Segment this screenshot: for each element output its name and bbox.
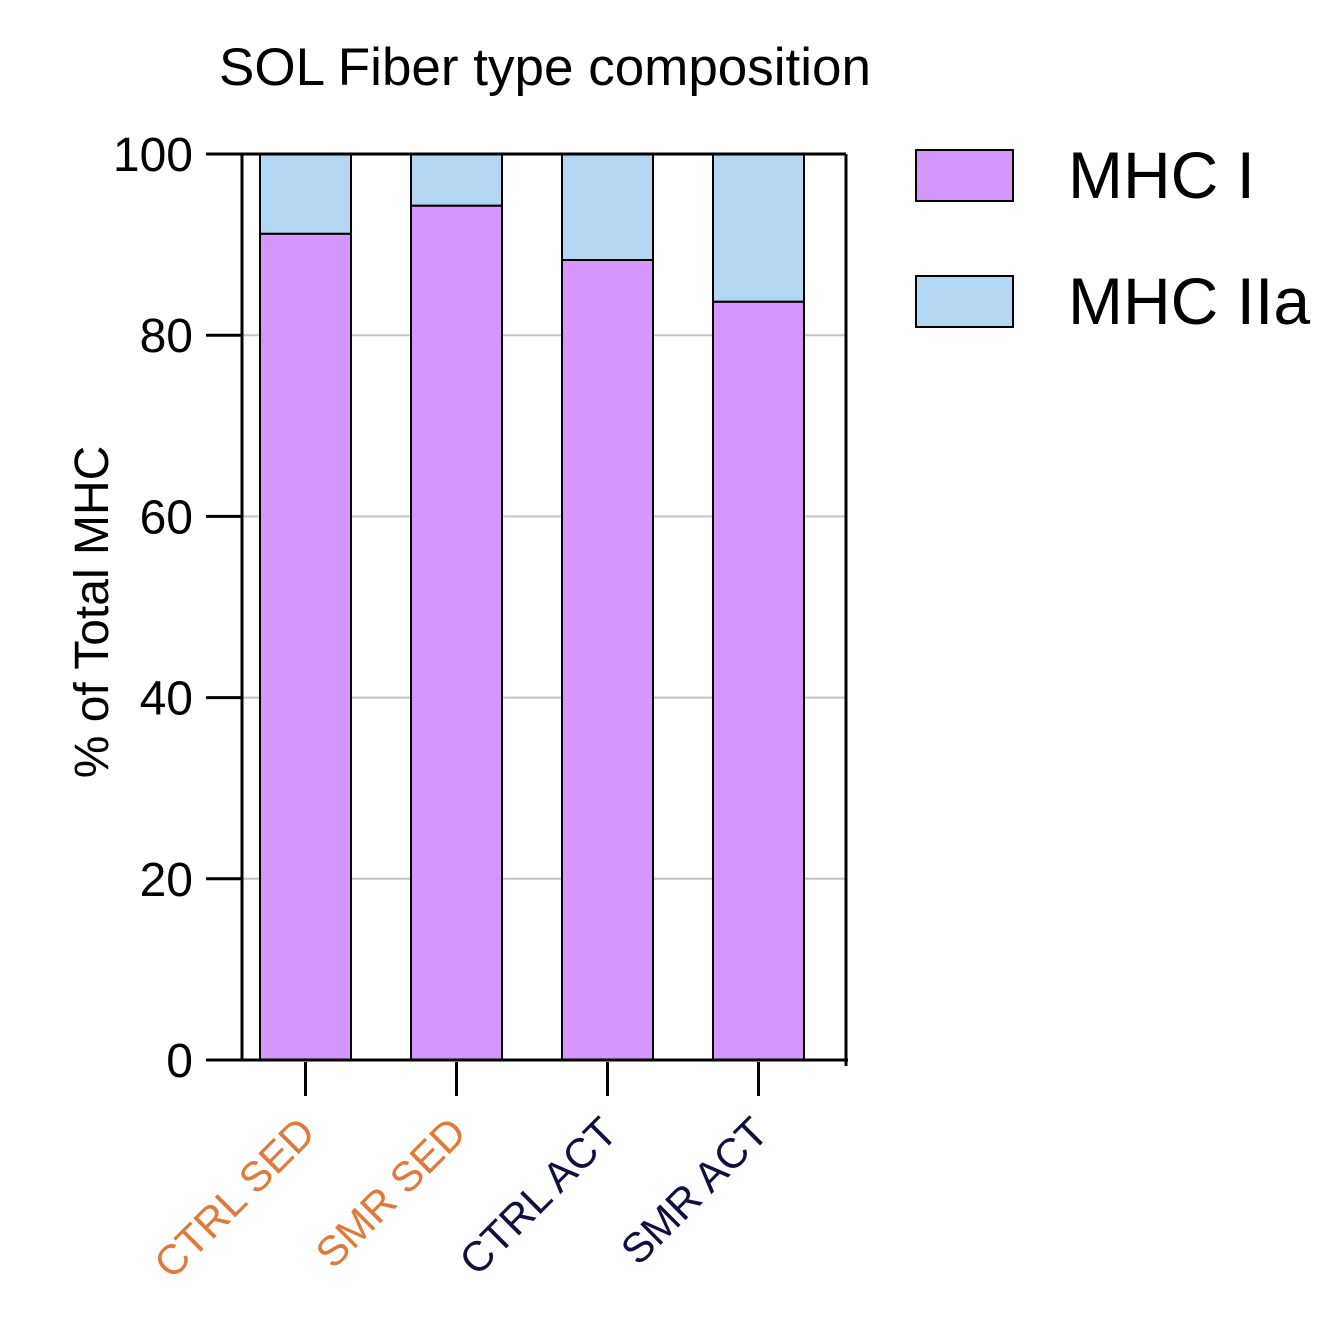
- x-tick-label: CTRL ACT: [450, 1108, 626, 1284]
- legend: MHC I MHC IIa: [915, 138, 1310, 338]
- legend-label: MHC I: [1068, 138, 1255, 212]
- legend-swatch: [915, 275, 1014, 328]
- y-tick-label: 100: [113, 129, 193, 182]
- x-tick-label: CTRL SED: [145, 1108, 324, 1287]
- bar-segment: [712, 153, 805, 303]
- y-tick-label: 0: [166, 1035, 193, 1088]
- y-axis-label: % of Total MHC: [66, 446, 119, 779]
- y-tick-label: 20: [140, 854, 193, 907]
- y-tick-label: 80: [140, 310, 193, 363]
- chart-title: SOL Fiber type composition: [219, 38, 871, 97]
- y-tick-label: 40: [140, 673, 193, 726]
- bar-segment: [561, 259, 654, 1061]
- legend-label: MHC IIa: [1068, 264, 1310, 338]
- y-ticks: 0 20 40 60 80 100: [113, 129, 242, 1088]
- bars: [259, 153, 805, 1062]
- bar-segment: [259, 232, 352, 1061]
- y-tick-label: 60: [140, 491, 193, 544]
- legend-swatch: [915, 149, 1014, 202]
- bar-segment: [410, 204, 503, 1061]
- bar-segment: [712, 300, 805, 1062]
- bar-segment: [410, 153, 503, 207]
- axes: [206, 152, 848, 1066]
- x-tick-label: SMR ACT: [612, 1108, 777, 1273]
- bar-segment: [561, 153, 654, 262]
- bar-segment: [259, 153, 352, 235]
